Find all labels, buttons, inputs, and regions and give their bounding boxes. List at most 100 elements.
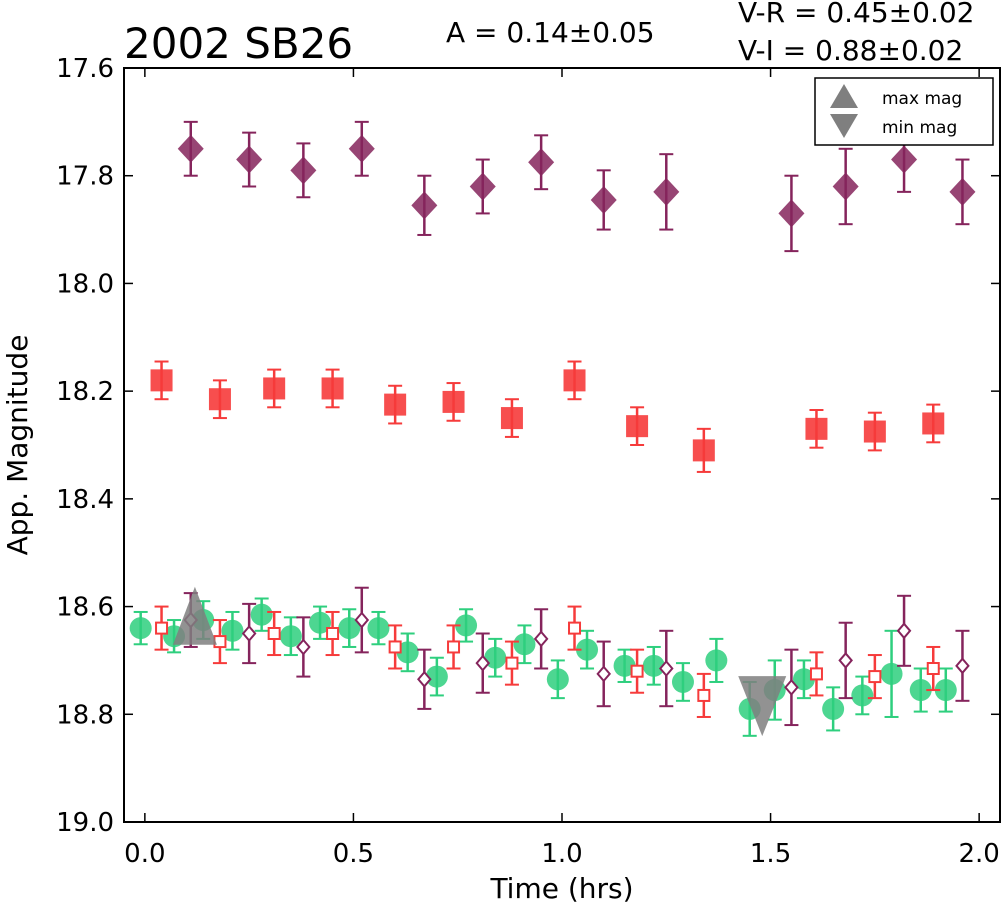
- diamond-marker: [832, 172, 859, 201]
- legend: max mag min mag: [814, 77, 994, 146]
- open-diamond-marker: [417, 670, 432, 688]
- square-marker: [922, 412, 945, 435]
- circle-marker: [851, 684, 874, 707]
- open-square-marker: [568, 621, 582, 635]
- min-mag-marker: [738, 676, 787, 737]
- open-diamond-marker: [658, 659, 674, 678]
- circle-marker: [309, 611, 332, 634]
- circle-marker: [221, 619, 244, 642]
- open-square-marker: [505, 656, 519, 670]
- y-tick-label: 19.0: [56, 808, 114, 838]
- open-diamond-marker: [955, 657, 970, 675]
- square-marker: [442, 390, 465, 413]
- circle-marker: [576, 638, 599, 661]
- square-marker: [563, 369, 586, 392]
- diamond-marker: [653, 177, 680, 206]
- square-marker: [805, 417, 828, 440]
- open-diamond-marker: [784, 678, 799, 696]
- open-diamond-marker: [896, 622, 912, 640]
- open-square-marker: [926, 662, 940, 676]
- diamond-marker: [590, 185, 617, 214]
- v-r-annotation: V-R = 0.45±0.02: [738, 0, 974, 29]
- open-square-marker: [388, 640, 402, 654]
- y-tick-label: 18.6: [56, 593, 114, 623]
- diamond-marker: [411, 191, 438, 220]
- circle-marker: [792, 668, 815, 691]
- square-marker: [263, 377, 286, 400]
- data-marks: [129, 120, 976, 737]
- open-diamond-marker: [533, 630, 549, 648]
- legend-min-mag-marker: [830, 114, 858, 138]
- max-mag-marker: [172, 586, 217, 645]
- y-tick-label: 17.8: [56, 162, 114, 192]
- y-tick-label: 18.4: [56, 485, 114, 515]
- diamond-marker: [778, 199, 805, 228]
- circle-marker: [425, 665, 448, 688]
- y-tick-label: 17.6: [56, 54, 114, 84]
- diamond-marker: [891, 145, 918, 174]
- open-diamond-marker: [354, 611, 370, 629]
- diamond-marker: [949, 177, 976, 206]
- diamond-marker: [177, 134, 204, 163]
- open-square-marker: [697, 688, 711, 702]
- diamond-marker: [348, 134, 375, 163]
- open-square-marker: [267, 627, 281, 640]
- legend-max-mag-label: max mag: [882, 89, 962, 109]
- open-diamond-marker: [838, 651, 853, 669]
- x-tick-label: 0.0: [124, 839, 165, 869]
- open-diamond-marker: [296, 638, 311, 656]
- square-marker: [208, 388, 231, 411]
- x-tick-label: 1.0: [541, 839, 582, 869]
- square-marker: [150, 369, 173, 392]
- y-tick-label: 18.8: [56, 700, 114, 730]
- circle-marker: [671, 670, 694, 693]
- y-axis-label: App. Magnitude: [1, 335, 34, 556]
- circle-marker: [613, 654, 636, 677]
- square-marker: [863, 420, 886, 443]
- axis-ticks: [124, 67, 1000, 823]
- x-tick-label: 0.5: [333, 839, 374, 869]
- x-tick-label: 1.5: [750, 839, 791, 869]
- open-square-marker: [155, 621, 169, 635]
- circle-marker: [934, 679, 957, 702]
- circle-marker: [455, 614, 478, 637]
- circle-marker: [546, 668, 569, 691]
- open-diamond-marker: [475, 654, 491, 672]
- y-tick-label: 18.2: [56, 377, 114, 407]
- square-marker: [500, 407, 523, 430]
- y-tick-label: 18.0: [56, 269, 114, 299]
- diamond-marker: [469, 172, 496, 201]
- open-diamond-marker: [241, 624, 257, 643]
- circle-marker: [367, 617, 390, 640]
- square-marker: [626, 415, 649, 438]
- open-square-marker: [630, 664, 644, 678]
- open-square-marker: [868, 670, 882, 684]
- circle-marker: [129, 617, 152, 640]
- v-i-annotation: V-I = 0.88±0.02: [738, 34, 963, 67]
- circle-marker: [909, 679, 932, 702]
- diamond-marker: [528, 148, 555, 177]
- open-square-marker: [213, 635, 227, 649]
- square-marker: [321, 377, 344, 400]
- open-square-marker: [326, 627, 340, 640]
- legend-min-mag-label: min mag: [882, 118, 957, 138]
- circle-marker: [396, 641, 419, 664]
- x-axis-label: Time (hrs): [489, 872, 633, 904]
- circle-marker: [250, 603, 273, 626]
- diamond-marker: [236, 145, 263, 174]
- circle-marker: [705, 649, 728, 672]
- chart-title: 2002 SB26: [124, 19, 353, 68]
- tick-labels: 0.0 0.5 1.0 1.5 2.0 17.6 17.8 18.0 18.2 18.4 18.6 1…: [56, 54, 1000, 869]
- circle-marker: [338, 617, 361, 640]
- open-diamond-marker: [596, 665, 612, 683]
- open-square-marker: [809, 667, 823, 681]
- square-marker: [384, 393, 407, 416]
- circle-marker: [513, 633, 536, 656]
- open-square-marker: [447, 640, 461, 654]
- circle-marker: [822, 697, 845, 720]
- x-tick-label: 2.0: [958, 839, 999, 869]
- legend-max-mag-marker: [830, 84, 858, 108]
- square-marker: [692, 439, 715, 462]
- plot-frame: [123, 67, 1001, 823]
